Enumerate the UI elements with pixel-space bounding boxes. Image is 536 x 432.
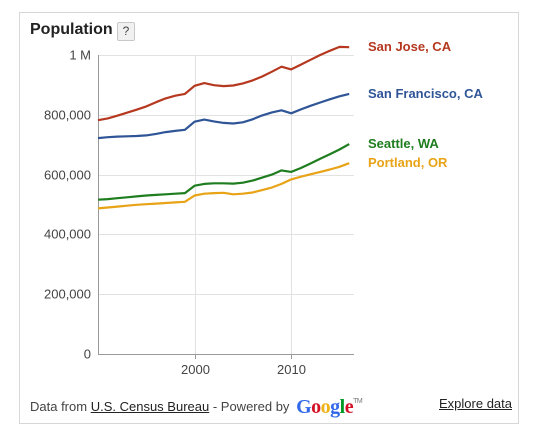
series-line (97, 143, 350, 201)
legend-entry: San Jose, CA (368, 39, 452, 54)
google-letter: o (320, 396, 331, 418)
chart-axes: 0 200,000 400,000 600,000 800,000 1 M 2000 2010 (44, 48, 354, 377)
google-letter: l (339, 396, 346, 418)
help-button[interactable]: ? (117, 22, 135, 41)
legend-entry: Seattle, WA (368, 136, 439, 151)
x-tick-label: 2000 (181, 362, 210, 377)
google-tm: TM (353, 398, 363, 405)
chart-title: Population (30, 21, 113, 38)
x-tick-label: 2010 (277, 362, 306, 377)
y-tick-label: 1 M (69, 48, 91, 63)
google-logo: GoogleTM (296, 396, 363, 419)
y-tick-label: 200,000 (44, 287, 91, 302)
y-tick-label: 800,000 (44, 108, 91, 123)
census-bureau-link[interactable]: U.S. Census Bureau (90, 399, 210, 414)
chart-card: Population ? 0 200,000 400,000 600,000 800,0… (19, 12, 519, 424)
series-line (97, 162, 350, 210)
y-tick-label: 600,000 (44, 168, 91, 183)
population-chart: 0 200,000 400,000 600,000 800,000 1 M 2000 2010… (44, 39, 483, 377)
series-line (97, 92, 350, 140)
google-letter: G (296, 396, 312, 418)
series-line (97, 45, 350, 122)
google-letter: e (344, 396, 354, 418)
legend-entry: Portland, OR (368, 155, 448, 170)
y-tick-label: 0 (84, 347, 91, 362)
google-letter: g (330, 396, 340, 418)
powered-by-text: - Powered by (212, 399, 290, 414)
chart-legend: San Jose, CA San Francisco, CA Seattle, WA… (368, 39, 483, 170)
data-from-text: Data from (30, 399, 88, 414)
google-letter: o (311, 396, 321, 418)
y-tick-label: 400,000 (44, 227, 91, 242)
legend-entry: San Francisco, CA (368, 86, 483, 101)
chart-series (97, 45, 350, 210)
footer-attribution: Data from U.S. Census Bureau - Powered b… (30, 396, 363, 419)
explore-data-link[interactable]: Explore data (439, 396, 512, 411)
